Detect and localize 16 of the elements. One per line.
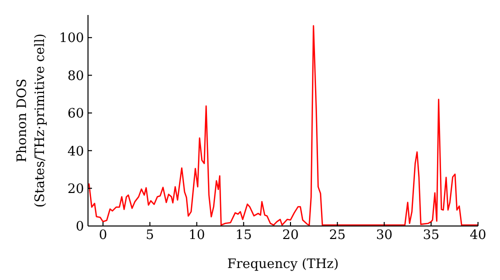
x-tick-label: 5 (146, 228, 154, 244)
x-tick-label: 35 (422, 228, 440, 244)
y-tick-label: 80 (67, 68, 84, 84)
y-tick-label: 100 (59, 31, 84, 46)
x-tick-label: 30 (376, 228, 393, 244)
x-tick-label: 25 (329, 228, 346, 244)
y-tick-label: 60 (67, 106, 84, 122)
x-tick-label: 20 (282, 228, 299, 244)
y-tick-label: 40 (67, 144, 84, 160)
y-tick-label: 20 (67, 182, 84, 197)
x-axis-title: Frequency (THz) (227, 257, 339, 272)
y-axis-title: Phonon DOS (States/THz·primitive cell) (15, 33, 48, 208)
x-tick-label: 10 (188, 228, 206, 244)
x-tick-label: 15 (235, 228, 252, 244)
x-tick-label: 0 (98, 228, 108, 244)
x-tick-label: 40 (470, 228, 486, 244)
